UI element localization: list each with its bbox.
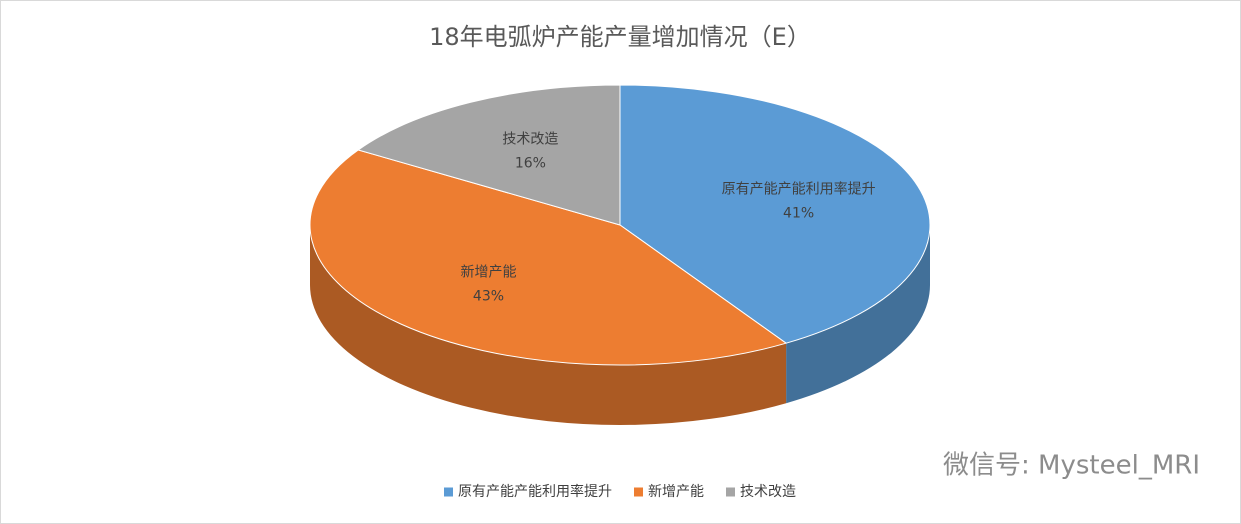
slice-side xyxy=(310,225,787,425)
legend-label: 技术改造 xyxy=(740,484,796,500)
category-label: 技术改造 xyxy=(502,131,558,147)
legend-label: 新增产能 xyxy=(648,484,704,500)
category-label: 原有产能产能利用率提升 xyxy=(722,181,876,198)
legend: 原有产能产能利用率提升 新增产能 技术改造 xyxy=(444,483,796,500)
legend-swatch xyxy=(444,487,453,497)
legend-swatch xyxy=(634,487,643,497)
legend-label: 原有产能产能利用率提升 xyxy=(458,483,612,500)
slice-top xyxy=(619,84,931,344)
value-label: 43% xyxy=(473,288,504,304)
slice xyxy=(357,84,621,226)
slice-top xyxy=(357,84,621,226)
value-label: 16% xyxy=(515,155,546,171)
watermark: 微信号: Mysteel_MRI xyxy=(943,451,1200,481)
legend-swatch xyxy=(726,487,735,497)
category-label: 新增产能 xyxy=(460,264,516,280)
slice xyxy=(619,84,931,404)
value-label: 41% xyxy=(783,206,814,222)
chart-title: 18年电弧炉产能产量增加情况（E） xyxy=(429,23,811,51)
slice xyxy=(309,149,788,425)
slice-top xyxy=(309,149,788,366)
slice-side xyxy=(786,225,930,404)
